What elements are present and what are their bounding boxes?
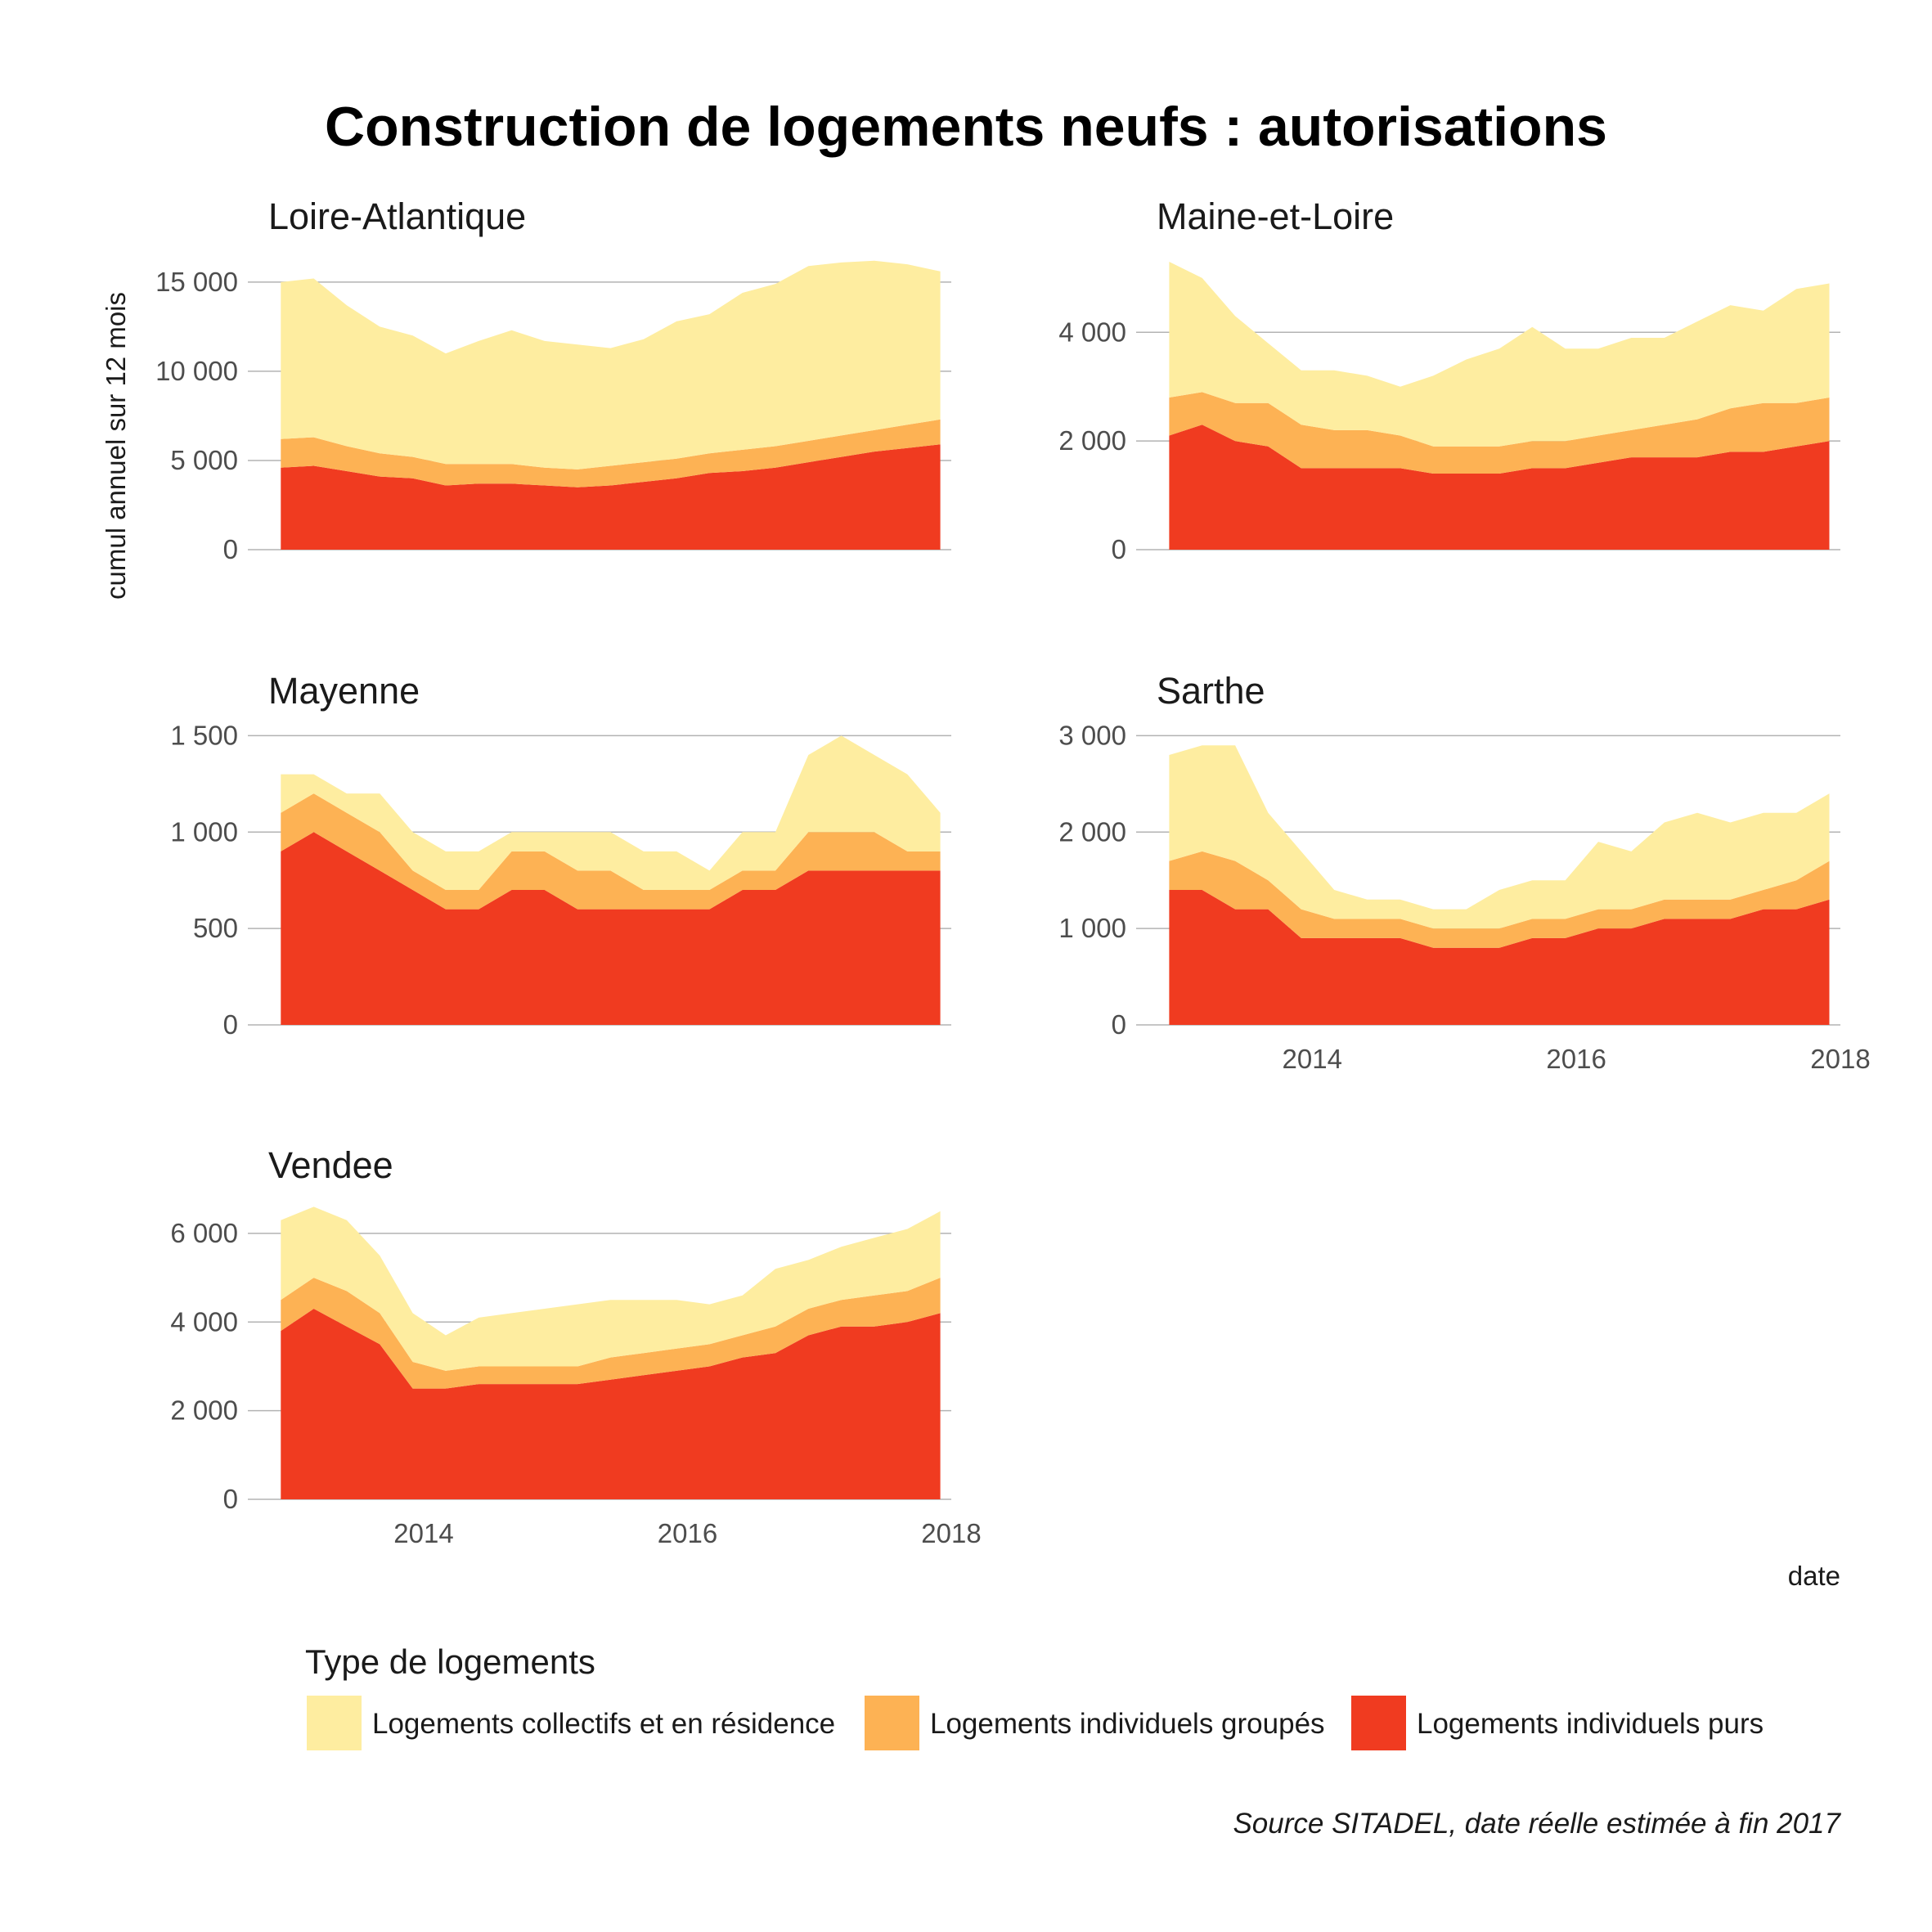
facet-vendee: Vendee 0 2 000 4 000 6 000 2014 2016 2018 — [170, 1144, 981, 1548]
y-tick-label: 15 000 — [155, 267, 238, 297]
facet-panels: Loire-Atlantique 0 5 000 10 000 15 000 Maine-… — [155, 195, 1871, 1548]
area-collectifs — [1169, 262, 1830, 447]
y-tick-label: 1 500 — [170, 720, 238, 750]
area-purs — [281, 1309, 941, 1499]
legend: Type de logements Logements collectifs e… — [305, 1642, 1764, 1750]
x-tick-label: 2018 — [921, 1518, 981, 1548]
y-tick-label: 3 000 — [1058, 720, 1126, 750]
x-axis-title: date — [1788, 1561, 1840, 1591]
facet-loire-atlantique: Loire-Atlantique 0 5 000 10 000 15 000 — [155, 195, 951, 564]
y-tick-label: 1 000 — [1058, 913, 1126, 943]
y-tick-label: 0 — [223, 1484, 238, 1514]
facet-title: Loire-Atlantique — [268, 195, 526, 237]
y-tick-label: 1 000 — [170, 816, 238, 847]
area-groupes — [281, 793, 941, 910]
area-purs — [281, 444, 941, 550]
y-tick-label: 2 000 — [1058, 816, 1126, 847]
y-tick-label: 0 — [223, 1009, 238, 1040]
facet-title: Mayenne — [268, 670, 420, 712]
area-groupes — [281, 419, 941, 487]
area-groupes — [1169, 392, 1830, 474]
area-groupes — [1169, 851, 1830, 948]
y-tick-label: 5 000 — [170, 445, 238, 475]
x-tick-label: 2014 — [1283, 1044, 1342, 1074]
x-tick-label: 2014 — [393, 1518, 453, 1548]
legend-item-collectifs: Logements collectifs et en résidence — [307, 1696, 835, 1750]
legend-item-purs: Logements individuels purs — [1351, 1696, 1764, 1750]
y-tick-label: 10 000 — [155, 356, 238, 386]
facet-maine-et-loire: Maine-et-Loire 0 2 000 4 000 — [1058, 195, 1840, 564]
source-caption: Source SITADEL, date réelle estimée à fi… — [1233, 1808, 1841, 1840]
facet-title: Sarthe — [1157, 670, 1265, 712]
area-collectifs — [281, 260, 941, 470]
area-collectifs — [1169, 745, 1830, 929]
facet-title: Vendee — [268, 1144, 393, 1186]
chart-title: Construction de logements neufs : autori… — [325, 96, 1607, 158]
y-tick-label: 2 000 — [170, 1395, 238, 1426]
facet-title: Maine-et-Loire — [1157, 195, 1394, 237]
y-tick-label: 2 000 — [1058, 425, 1126, 456]
y-tick-label: 0 — [1112, 1009, 1126, 1040]
legend-swatch — [865, 1696, 919, 1750]
legend-swatch — [307, 1696, 362, 1750]
x-tick-label: 2016 — [1546, 1044, 1606, 1074]
y-axis-title: cumul annuel sur 12 mois — [101, 292, 131, 600]
x-tick-label: 2018 — [1810, 1044, 1870, 1074]
y-tick-label: 500 — [193, 913, 238, 943]
legend-label: Logements individuels purs — [1417, 1708, 1764, 1740]
x-tick-label: 2016 — [658, 1518, 717, 1548]
y-tick-label: 6 000 — [170, 1218, 238, 1248]
legend-label: Logements individuels groupés — [930, 1708, 1325, 1740]
area-purs — [1169, 890, 1830, 1025]
area-purs — [1169, 425, 1830, 550]
legend-title: Type de logements — [305, 1642, 595, 1681]
y-tick-label: 4 000 — [170, 1306, 238, 1337]
facet-mayenne: Mayenne 0 500 1 000 1 500 — [170, 670, 951, 1040]
area-collectifs — [281, 1206, 941, 1371]
facet-sarthe: Sarthe 0 1 000 2 000 3 000 2014 2016 2018 — [1058, 670, 1870, 1074]
legend-items: Logements collectifs et en résidence Loge… — [307, 1696, 1764, 1750]
legend-label: Logements collectifs et en résidence — [372, 1708, 835, 1740]
y-tick-label: 0 — [223, 534, 238, 564]
y-tick-label: 0 — [1112, 534, 1126, 564]
area-collectifs — [281, 735, 941, 890]
y-tick-label: 4 000 — [1058, 317, 1126, 347]
legend-item-groupes: Logements individuels groupés — [865, 1696, 1325, 1750]
area-groupes — [281, 1278, 941, 1389]
area-purs — [281, 832, 941, 1025]
legend-swatch — [1351, 1696, 1406, 1750]
